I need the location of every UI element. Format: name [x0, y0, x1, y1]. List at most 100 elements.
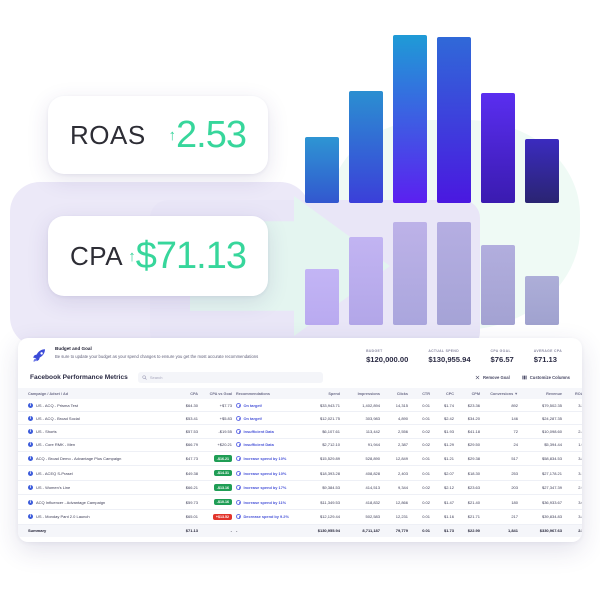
chart-bar	[437, 37, 471, 203]
table-row[interactable]: f US - ACQ - Broad Social $53.41 +$5.83 On t…	[18, 411, 582, 426]
status-badge: -$10.16	[213, 499, 232, 506]
summary-vs-goal: -	[200, 524, 234, 537]
table-row[interactable]: f US - ACEQ S-Prasel $49.38 -$14.31 Increase…	[18, 465, 582, 481]
table-column-header[interactable]: CPA	[168, 388, 200, 399]
table-column-header[interactable]: CPM	[456, 388, 482, 399]
table-column-header[interactable]: CPA vs Goal	[200, 388, 234, 399]
revenue-cell: $5,394.44	[520, 438, 564, 452]
table-column-header[interactable]: CTR	[410, 388, 432, 399]
trend-up-icon: ↑	[128, 248, 136, 265]
search-input[interactable]: Search	[137, 372, 323, 383]
table-title: Facebook Performance Metrics	[30, 374, 128, 381]
conversions-cell: 146	[482, 411, 520, 426]
recommendation-label[interactable]: On target!	[243, 402, 263, 408]
conversions-cell: 180	[482, 494, 520, 510]
table-row[interactable]: f ACQ - Broad Demo - Advantage Plus Campa…	[18, 451, 582, 467]
info-icon	[236, 470, 241, 476]
clicks-cell: 2,387	[382, 438, 410, 452]
recommendation-label[interactable]: Decrease spend by 9.2%	[243, 514, 289, 520]
recommendation-cell: Increase spend by 17%	[234, 480, 300, 496]
cpm-cell: $41.18	[456, 424, 482, 439]
cpa-vs-goal-cell: +$20.21	[200, 438, 234, 452]
status-badge: +$13.52	[212, 513, 232, 520]
cpa-vs-goal-cell: -$10.16	[200, 494, 234, 510]
kpi-strip-item: ACTUAL SPEND $130,955.94	[428, 349, 470, 364]
delta-value: -$19.55	[218, 428, 232, 434]
cpa-vs-goal-cell: -$19.55	[200, 424, 234, 439]
cpa-cell: $49.38	[168, 465, 200, 481]
summary-spend: $130,955.94	[300, 524, 342, 537]
impressions-cell: 414,513	[342, 480, 382, 496]
recommendation-label[interactable]: Insufficient Data	[243, 442, 274, 448]
recommendation-label[interactable]: Increase spend by 10%	[243, 470, 287, 476]
campaign-name: US - ACQ - Prisma Test	[36, 402, 78, 408]
cpc-cell: $2.12	[432, 480, 456, 496]
spend-cell: $12,129.44	[300, 509, 342, 525]
table-row[interactable]: f US - Shorts $57.53 -$19.55 Insufficient Da…	[18, 424, 582, 439]
clicks-cell: 4,890	[382, 411, 410, 426]
conversions-cell: 253	[482, 465, 520, 481]
kpi-strip-item: CPA GOAL $76.57	[491, 349, 514, 364]
table-column-header[interactable]: CPC	[432, 388, 456, 399]
cpa-cell: $57.53	[168, 424, 200, 439]
recommendation-cell: Increase spend by 10%	[234, 451, 300, 467]
customize-columns-button[interactable]: Customize Columns	[522, 375, 570, 380]
cpa-cell: $53.41	[168, 411, 200, 426]
roas-cell: 2	[564, 411, 582, 426]
recommendation-cell: On target!	[234, 411, 300, 426]
table-column-header[interactable]: Revenue	[520, 388, 564, 399]
clicks-cell: 12,849	[382, 451, 410, 467]
impressions-cell: 113,442	[342, 424, 382, 439]
cpa-vs-goal-cell: +$7.73	[200, 399, 234, 413]
roas-cell: 2.91	[564, 480, 582, 496]
remove-goal-button[interactable]: Remove Goal	[475, 375, 510, 380]
cpa-cell: $66.79	[168, 438, 200, 452]
revenue-cell: $39,834.83	[520, 509, 564, 525]
chart-bar-reflection	[349, 236, 383, 325]
kpi-strip-value: $120,000.00	[366, 355, 409, 364]
recommendation-cell: Increase spend by 10%	[234, 465, 300, 481]
search-icon	[142, 375, 147, 380]
close-icon	[475, 375, 480, 380]
performance-metrics-table: Campaign / Adset / Ad CPA CPA vs Goal Recom…	[18, 388, 582, 537]
recommendation-label[interactable]: Increase spend by 11%	[243, 499, 287, 505]
revenue-cell: $10,098.60	[520, 424, 564, 439]
info-icon	[236, 514, 241, 520]
table-row[interactable]: f US - Monday Pant 2.0 Launch $65.01 +$13.5…	[18, 509, 582, 525]
cpm-cell: $21.40	[456, 494, 482, 510]
table-column-header[interactable]: ROAS	[564, 388, 582, 399]
table-row[interactable]: f ACQ Influencer - Advantage Campaign $59.…	[18, 494, 582, 510]
summary-rec: -	[234, 524, 300, 537]
table-column-header[interactable]: Impressions	[342, 388, 382, 399]
info-icon	[236, 485, 241, 491]
cpa-kpi-value: $71.13	[135, 235, 247, 277]
roas-cell: 3.15	[564, 465, 582, 481]
roas-cell: 3.03	[564, 494, 582, 510]
roas-kpi-label: ROAS	[70, 119, 146, 150]
campaign-name: ACQ - Broad Demo - Advantage Plus Campai…	[36, 456, 122, 462]
table-column-header[interactable]: Clicks	[382, 388, 410, 399]
cpm-cell: $29.50	[456, 438, 482, 452]
cpa-kpi-card: CPA ↑ $71.13	[48, 216, 268, 296]
table-row[interactable]: f US - ACQ - Prisma Test $64.30 +$7.73 On ta…	[18, 399, 582, 413]
ctr-cell: 0.01	[410, 451, 432, 467]
impressions-cell: 91,944	[342, 438, 382, 452]
table-column-header[interactable]: Recommendations	[234, 388, 300, 399]
delta-value: +$20.21	[217, 442, 232, 448]
table-row[interactable]: f US - Core RMK - Men $66.79 +$20.21 Insuffi…	[18, 438, 582, 452]
impressions-cell: 303,983	[342, 411, 382, 426]
recommendation-label[interactable]: Increase spend by 17%	[243, 485, 287, 491]
spend-cell: $18,393.28	[300, 465, 342, 481]
chart-bar	[525, 138, 559, 203]
recommendation-label[interactable]: On target!	[243, 415, 263, 421]
table-column-header[interactable]: Campaign / Adset / Ad	[18, 388, 168, 399]
summary-cpc: $1.73	[432, 524, 456, 537]
recommendation-label[interactable]: Insufficient Data	[243, 428, 274, 434]
table-row[interactable]: f US - Women's Line $66.21 -$13.16 Increase …	[18, 480, 582, 496]
kpi-strip-value: $71.13	[533, 355, 558, 364]
budget-kpi-strip: BUDGET $120,000.00 ACTUAL SPEND $130,955.94…	[366, 346, 570, 364]
kpi-strip-item: BUDGET $120,000.00	[366, 349, 408, 364]
table-column-header[interactable]: Conversions ▼	[482, 388, 520, 399]
table-column-header[interactable]: Spend	[300, 388, 342, 399]
recommendation-label[interactable]: Increase spend by 10%	[243, 456, 287, 462]
